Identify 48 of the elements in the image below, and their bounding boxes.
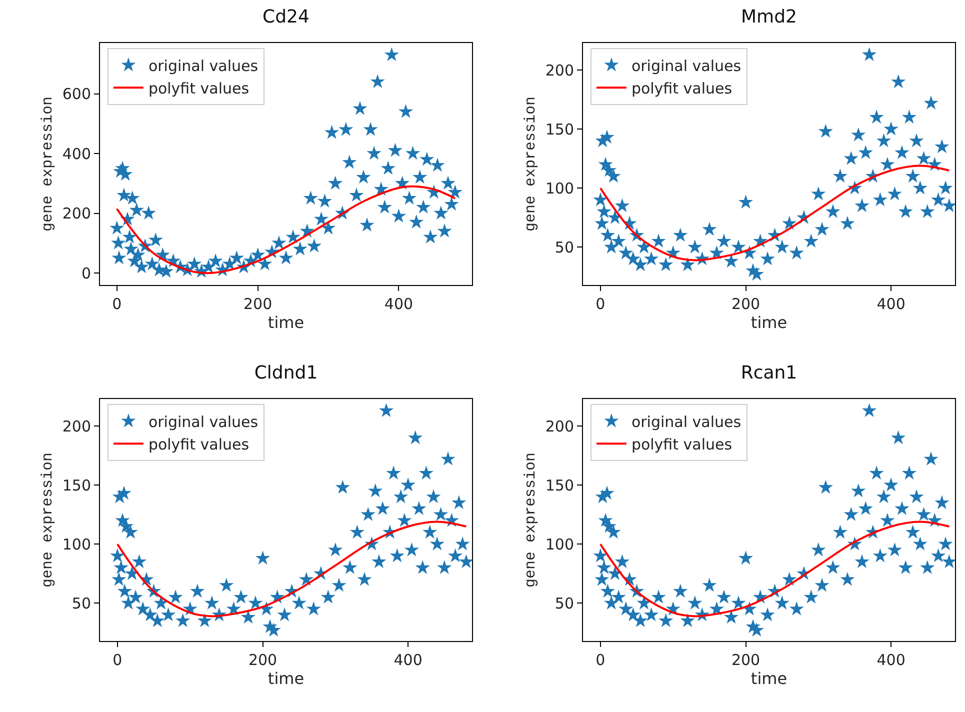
y-tick-label: 150: [62, 476, 91, 494]
x-axis-title: time: [750, 669, 788, 688]
y-axis-title: gene expression: [522, 96, 540, 232]
y-tick-label: 200: [545, 417, 574, 436]
x-tick-label: 0: [596, 295, 606, 313]
y-tick-label: 50: [554, 238, 574, 256]
chart-title: Rcan1: [740, 362, 798, 384]
y-tick-label: 0: [81, 264, 91, 282]
x-tick-label: 400: [876, 295, 906, 313]
y-tick-label: 200: [62, 204, 91, 223]
x-tick-label: 0: [112, 651, 122, 669]
x-tick-label: 400: [876, 651, 906, 669]
y-tick-label: 150: [545, 120, 574, 138]
legend-label: original values: [631, 412, 742, 431]
x-tick-label: 0: [112, 295, 122, 313]
x-axis-title: time: [268, 313, 304, 332]
y-tick-label: 50: [554, 594, 574, 612]
y-axis-title: gene expression: [40, 452, 57, 588]
legend-label: original values: [631, 56, 742, 75]
legend-label: polyfit values: [631, 79, 732, 98]
x-tick-label: 400: [384, 295, 414, 313]
y-tick-label: 50: [72, 594, 91, 612]
y-tick-label: 200: [62, 417, 91, 436]
chart-title: Mmd2: [741, 6, 797, 28]
chart-title: Cldnd1: [254, 362, 318, 384]
y-tick-label: 100: [545, 535, 574, 554]
x-tick-label: 200: [244, 295, 272, 313]
x-tick-label: 200: [248, 651, 278, 669]
x-tick-label: 400: [394, 651, 422, 669]
chart-title: Cd24: [262, 6, 310, 28]
x-tick-label: 0: [596, 651, 606, 669]
legend-label: polyfit values: [148, 79, 250, 98]
x-axis-title: time: [268, 669, 304, 688]
legend-label: polyfit values: [631, 435, 732, 454]
legend-label: polyfit values: [148, 435, 250, 454]
x-tick-label: 200: [731, 295, 760, 313]
y-axis-title: gene expression: [40, 96, 57, 232]
y-tick-label: 400: [62, 144, 91, 163]
x-tick-label: 200: [731, 651, 760, 669]
y-tick-label: 150: [545, 476, 574, 494]
y-tick-label: 100: [545, 179, 574, 198]
y-tick-label: 100: [62, 535, 91, 554]
x-axis-title: time: [750, 313, 788, 332]
y-tick-label: 200: [545, 61, 574, 80]
legend-label: original values: [148, 412, 258, 431]
y-tick-label: 600: [62, 85, 91, 104]
y-axis-title: gene expression: [522, 452, 540, 588]
legend-label: original values: [148, 56, 258, 75]
